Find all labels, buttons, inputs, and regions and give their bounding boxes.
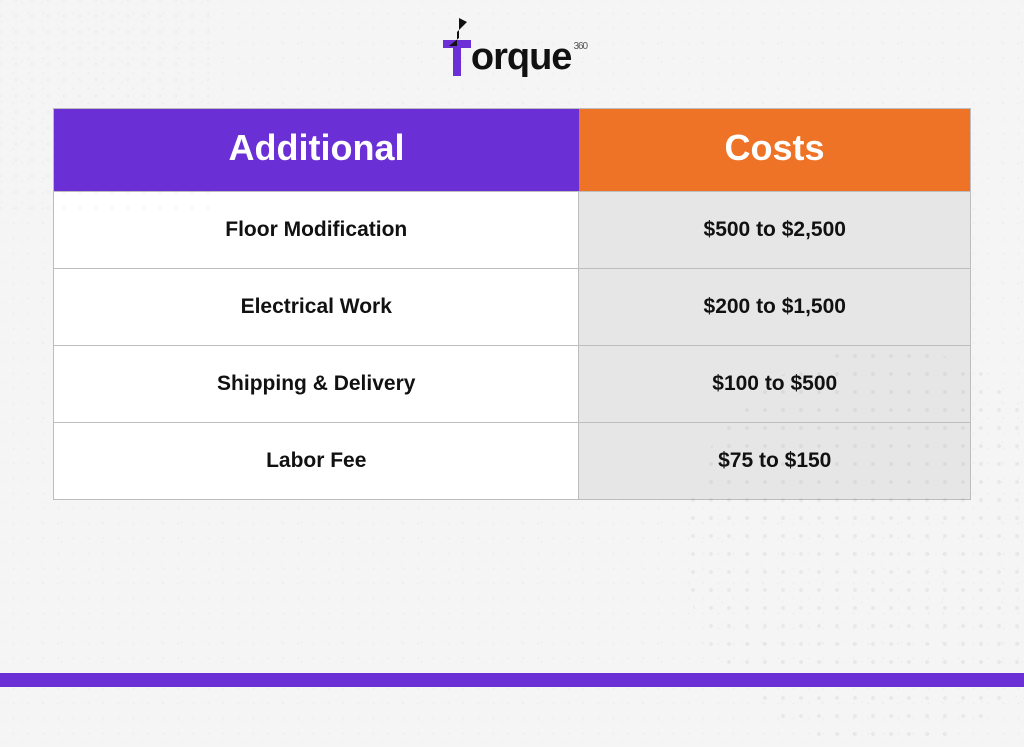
row-label: Shipping & Delivery bbox=[54, 346, 579, 423]
costs-table-container: Additional Costs Floor Modification $500… bbox=[53, 108, 971, 500]
table-row: Shipping & Delivery $100 to $500 bbox=[54, 346, 971, 423]
table-row: Labor Fee $75 to $150 bbox=[54, 423, 971, 500]
row-label: Floor Modification bbox=[54, 192, 579, 269]
row-value: $500 to $2,500 bbox=[579, 192, 971, 269]
logo-container: orque360 bbox=[0, 0, 1024, 108]
footer-accent-bar bbox=[0, 673, 1024, 687]
additional-costs-table: Additional Costs Floor Modification $500… bbox=[53, 108, 971, 500]
table-header-row: Additional Costs bbox=[54, 109, 971, 192]
table-row: Electrical Work $200 to $1,500 bbox=[54, 269, 971, 346]
row-value: $200 to $1,500 bbox=[579, 269, 971, 346]
logo-superscript: 360 bbox=[573, 41, 587, 52]
logo-text: orque360 bbox=[471, 38, 587, 76]
row-value: $75 to $150 bbox=[579, 423, 971, 500]
logo-mark-icon bbox=[437, 18, 477, 78]
header-additional: Additional bbox=[54, 109, 579, 192]
row-label: Labor Fee bbox=[54, 423, 579, 500]
brand-logo: orque360 bbox=[437, 18, 587, 78]
header-costs: Costs bbox=[579, 109, 971, 192]
row-value: $100 to $500 bbox=[579, 346, 971, 423]
table-row: Floor Modification $500 to $2,500 bbox=[54, 192, 971, 269]
logo-brand-word: orque bbox=[471, 36, 572, 78]
row-label: Electrical Work bbox=[54, 269, 579, 346]
